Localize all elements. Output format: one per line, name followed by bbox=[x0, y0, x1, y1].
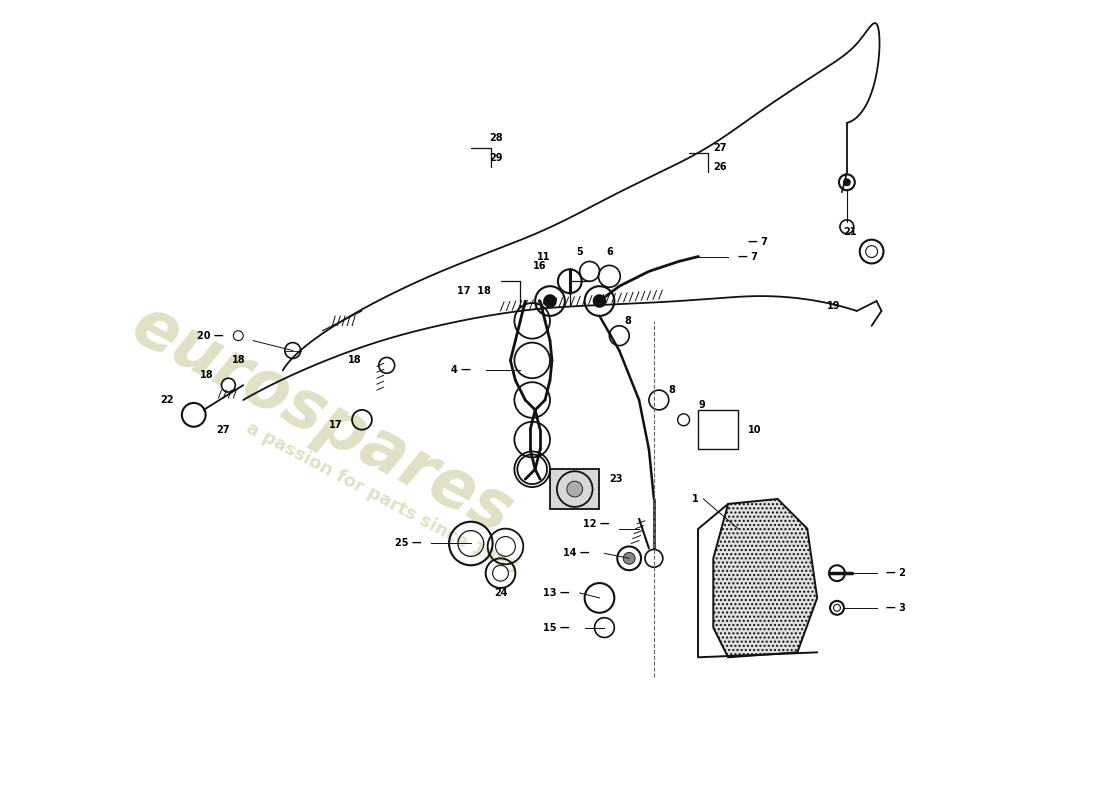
Text: 1: 1 bbox=[692, 494, 698, 504]
Text: 4 —: 4 — bbox=[451, 366, 471, 375]
Text: 17: 17 bbox=[329, 420, 342, 430]
Text: 17  18: 17 18 bbox=[456, 286, 491, 296]
Text: 8: 8 bbox=[624, 316, 631, 326]
Text: 6: 6 bbox=[606, 246, 613, 257]
Text: 11: 11 bbox=[537, 251, 550, 262]
Text: 18: 18 bbox=[200, 370, 213, 380]
Text: 27: 27 bbox=[713, 142, 727, 153]
Text: 18: 18 bbox=[349, 355, 362, 366]
Circle shape bbox=[544, 295, 556, 307]
Text: 22: 22 bbox=[161, 395, 174, 405]
Polygon shape bbox=[713, 499, 817, 658]
Text: — 3: — 3 bbox=[887, 603, 906, 613]
Text: 29: 29 bbox=[488, 153, 503, 162]
Text: 5: 5 bbox=[576, 246, 583, 257]
Circle shape bbox=[624, 552, 635, 564]
Text: 10: 10 bbox=[748, 425, 761, 434]
Circle shape bbox=[594, 295, 605, 307]
Text: 20 —: 20 — bbox=[197, 330, 223, 341]
Text: 14 —: 14 — bbox=[563, 548, 590, 558]
Circle shape bbox=[566, 481, 583, 497]
Text: 19: 19 bbox=[827, 301, 840, 311]
Text: — 7: — 7 bbox=[738, 251, 758, 262]
Text: — 2: — 2 bbox=[887, 568, 906, 578]
Text: 28: 28 bbox=[488, 133, 503, 142]
Text: 12 —: 12 — bbox=[583, 518, 609, 529]
Text: 27: 27 bbox=[217, 425, 230, 434]
Text: 24: 24 bbox=[494, 588, 507, 598]
Text: 23: 23 bbox=[609, 474, 623, 484]
Text: — 7: — 7 bbox=[748, 237, 768, 246]
Text: 13 —: 13 — bbox=[543, 588, 570, 598]
Text: 18: 18 bbox=[231, 355, 245, 366]
Text: eurospares: eurospares bbox=[121, 292, 524, 548]
Text: a passion for parts since 1985: a passion for parts since 1985 bbox=[243, 419, 520, 578]
Text: 25 —: 25 — bbox=[395, 538, 421, 549]
Text: 26: 26 bbox=[713, 162, 727, 173]
Polygon shape bbox=[550, 470, 600, 509]
Text: 9: 9 bbox=[698, 400, 705, 410]
Text: 8: 8 bbox=[669, 385, 675, 395]
Text: 15 —: 15 — bbox=[543, 622, 570, 633]
Text: 16: 16 bbox=[534, 262, 547, 271]
Text: 21: 21 bbox=[844, 226, 857, 237]
Circle shape bbox=[843, 178, 850, 186]
